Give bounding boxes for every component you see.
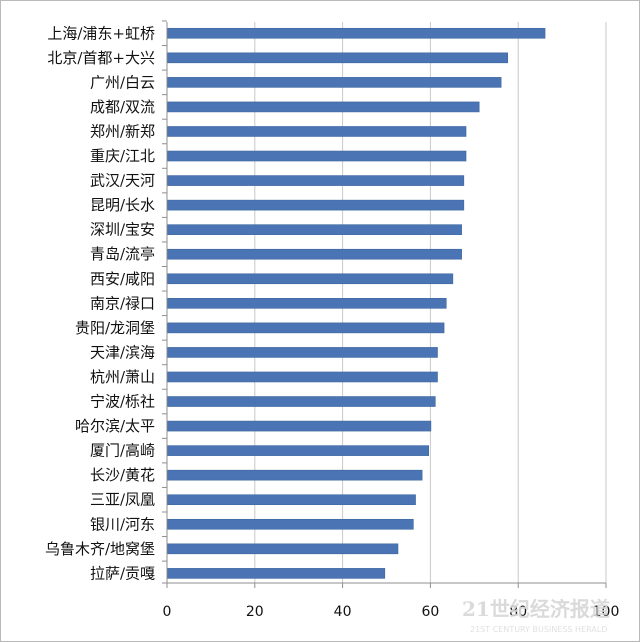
x-tick-label: 100 [593, 604, 620, 620]
bar [167, 248, 462, 260]
category-label: 杭州/萧山 [90, 368, 155, 386]
bar [167, 101, 480, 113]
bar [167, 224, 462, 235]
bar [167, 273, 454, 285]
category-label: 广州/白云 [90, 73, 155, 91]
bar [167, 420, 432, 432]
bar [167, 445, 430, 456]
x-tick-label: 20 [246, 604, 264, 620]
bar [167, 52, 509, 64]
category-label: 三亚/凤凰 [90, 491, 155, 509]
bar [167, 371, 438, 383]
bar [167, 77, 502, 88]
bar [167, 396, 436, 407]
category-label: 昆明/长水 [90, 196, 155, 214]
category-label: 成都/双流 [90, 98, 155, 116]
category-label: 宁波/栎社 [90, 393, 155, 411]
bar [167, 347, 438, 358]
bar [167, 469, 423, 481]
category-label: 天津/滨海 [90, 343, 155, 361]
category-label: 南京/禄口 [90, 294, 155, 312]
category-label: 拉萨/贡嘎 [90, 564, 155, 582]
bar [167, 126, 467, 137]
bar [167, 27, 546, 39]
category-labels: 上海/浦东+虹桥北京/首都+大兴广州/白云成都/双流郑州/新郑重庆/江北武汉/天… [45, 24, 155, 582]
category-label: 北京/首都+大兴 [47, 49, 155, 67]
category-label: 银川/河东 [90, 515, 155, 533]
category-label: 长沙/黄花 [90, 466, 155, 484]
category-label: 厦门/高崎 [90, 442, 155, 460]
category-label: 西安/咸阳 [90, 270, 155, 288]
category-label: 深圳/宝安 [90, 221, 155, 239]
category-label: 乌鲁木齐/地窝堡 [45, 540, 155, 558]
bar [167, 494, 416, 506]
bar [167, 175, 465, 186]
category-label: 重庆/江北 [90, 147, 155, 165]
bars [167, 27, 546, 579]
watermark-logo: 21世纪经济报道 21ST CENTURY BUSINESS HERALD [462, 597, 610, 634]
bar [167, 543, 399, 555]
bar [167, 150, 467, 162]
axes [162, 20, 607, 588]
x-tick-label: 40 [334, 604, 352, 620]
category-label: 武汉/天河 [90, 172, 155, 190]
bar [167, 298, 447, 309]
bar [167, 518, 414, 530]
x-tick-label: 80 [509, 604, 527, 620]
watermark-main-text: 21世纪经济报道 [462, 597, 610, 621]
x-tick-label: 0 [163, 604, 172, 620]
category-label: 郑州/新郑 [90, 122, 155, 140]
x-tick-labels: 0 20 40 60 80 100 [163, 604, 620, 620]
bar [167, 199, 465, 211]
category-label: 贵阳/龙洞堡 [75, 319, 155, 337]
bar [167, 568, 386, 579]
category-label: 上海/浦东+虹桥 [47, 24, 155, 42]
category-label: 哈尔滨/太平 [75, 417, 155, 435]
category-label: 青岛/流亭 [90, 245, 155, 263]
watermark-sub-text: 21ST CENTURY BUSINESS HERALD [470, 625, 607, 634]
bar [167, 322, 445, 334]
x-tick-label: 60 [421, 604, 439, 620]
